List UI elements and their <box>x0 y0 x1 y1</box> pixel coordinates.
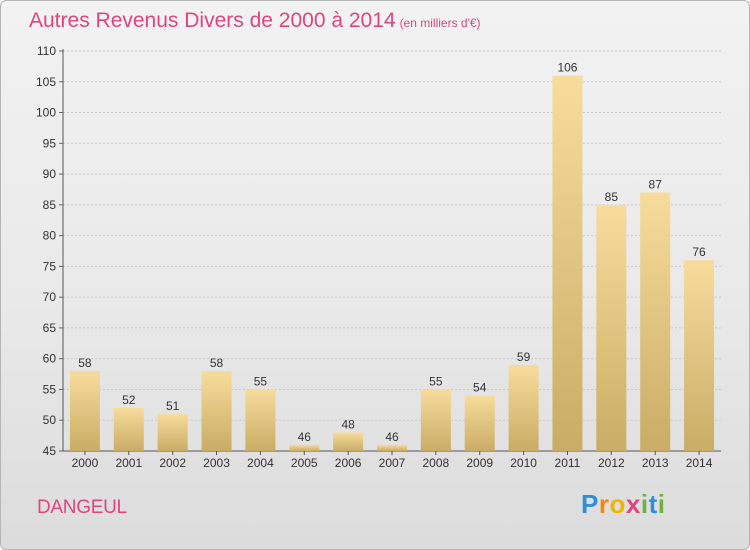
bar <box>69 371 100 451</box>
y-tick-labels: 45 50 55 60 65 70 75 80 85 90 95 100 105 110 <box>36 44 56 458</box>
bar <box>464 395 495 451</box>
x-tick-label: 2009 <box>466 456 493 470</box>
bar <box>245 389 276 451</box>
y-tick-label: 90 <box>43 167 57 181</box>
data-label: 59 <box>517 350 531 364</box>
y-tick-label: 70 <box>43 290 57 304</box>
data-labels: 58 52 51 58 55 46 48 46 55 54 59 106 85 87 76 <box>78 61 706 444</box>
data-label: 46 <box>385 430 399 444</box>
bar <box>640 192 671 452</box>
y-tick-label: 65 <box>43 321 57 335</box>
x-tick-label: 2008 <box>423 456 450 470</box>
data-label: 46 <box>298 430 312 444</box>
data-label: 85 <box>605 190 619 204</box>
chart-title: Autres Revenus Divers de 2000 à 2014 (en … <box>29 9 481 33</box>
bar <box>289 444 320 451</box>
chart-title-main: Autres Revenus Divers de 2000 à 2014 <box>29 9 396 32</box>
logo-letter: x <box>625 489 641 519</box>
y-tick-label: 60 <box>43 352 57 366</box>
logo-letter: i <box>657 489 666 519</box>
x-tick-label: 2000 <box>72 456 99 470</box>
bar <box>684 260 715 451</box>
commune-name: DANGEUL <box>37 497 127 518</box>
bar <box>333 432 364 451</box>
logo-letter: o <box>609 489 626 519</box>
x-tick-label: 2006 <box>335 456 362 470</box>
x-tick-label: 2014 <box>686 456 713 470</box>
y-tick-label: 45 <box>43 444 57 458</box>
y-tick-label: 50 <box>43 413 57 427</box>
logo-letter: r <box>598 489 610 519</box>
x-tick-label: 2012 <box>598 456 625 470</box>
y-tick-label: 75 <box>43 259 57 273</box>
bar <box>201 371 232 451</box>
x-tick-label: 2013 <box>642 456 669 470</box>
data-label: 52 <box>122 393 136 407</box>
x-tick-label: 2003 <box>203 456 230 470</box>
y-tick-label: 80 <box>43 229 57 243</box>
y-tick-label: 95 <box>43 136 57 150</box>
data-label: 106 <box>557 61 577 75</box>
data-label: 58 <box>210 356 224 370</box>
bar <box>552 75 583 451</box>
y-tick-label: 55 <box>43 382 57 396</box>
x-tick-label: 2005 <box>291 456 318 470</box>
y-tick-label: 85 <box>43 198 57 212</box>
proxiti-logo: Proxiti <box>581 489 665 520</box>
data-label: 87 <box>649 178 663 192</box>
bar <box>157 414 188 451</box>
logo-letter: t <box>648 489 658 519</box>
bar <box>508 364 539 451</box>
y-tick-label: 100 <box>36 106 56 120</box>
data-label: 55 <box>254 374 268 388</box>
chart-subtitle: (en milliers d'€) <box>399 16 481 30</box>
x-tick-labels: 2000 2001 2002 2003 2004 2005 2006 2007 2008 2009… <box>72 451 713 470</box>
bar <box>113 407 144 451</box>
data-label: 58 <box>78 356 92 370</box>
logo-letter: P <box>581 489 599 519</box>
x-tick-label: 2007 <box>379 456 406 470</box>
data-label: 51 <box>166 399 180 413</box>
bar <box>377 444 407 451</box>
data-label: 48 <box>341 418 355 432</box>
bars <box>69 75 715 452</box>
data-label: 54 <box>473 381 487 395</box>
x-tick-label: 2010 <box>510 456 537 470</box>
data-label: 76 <box>692 245 706 259</box>
bar <box>420 389 451 451</box>
x-tick-label: 2001 <box>115 456 142 470</box>
data-label: 55 <box>429 374 443 388</box>
x-tick-label: 2002 <box>159 456 186 470</box>
x-tick-label: 2011 <box>555 456 581 470</box>
y-tick-label: 110 <box>37 44 56 58</box>
y-tick-label: 105 <box>36 75 56 89</box>
x-tick-label: 2004 <box>247 456 274 470</box>
bar <box>596 204 627 451</box>
logo-letter: i <box>640 489 649 519</box>
